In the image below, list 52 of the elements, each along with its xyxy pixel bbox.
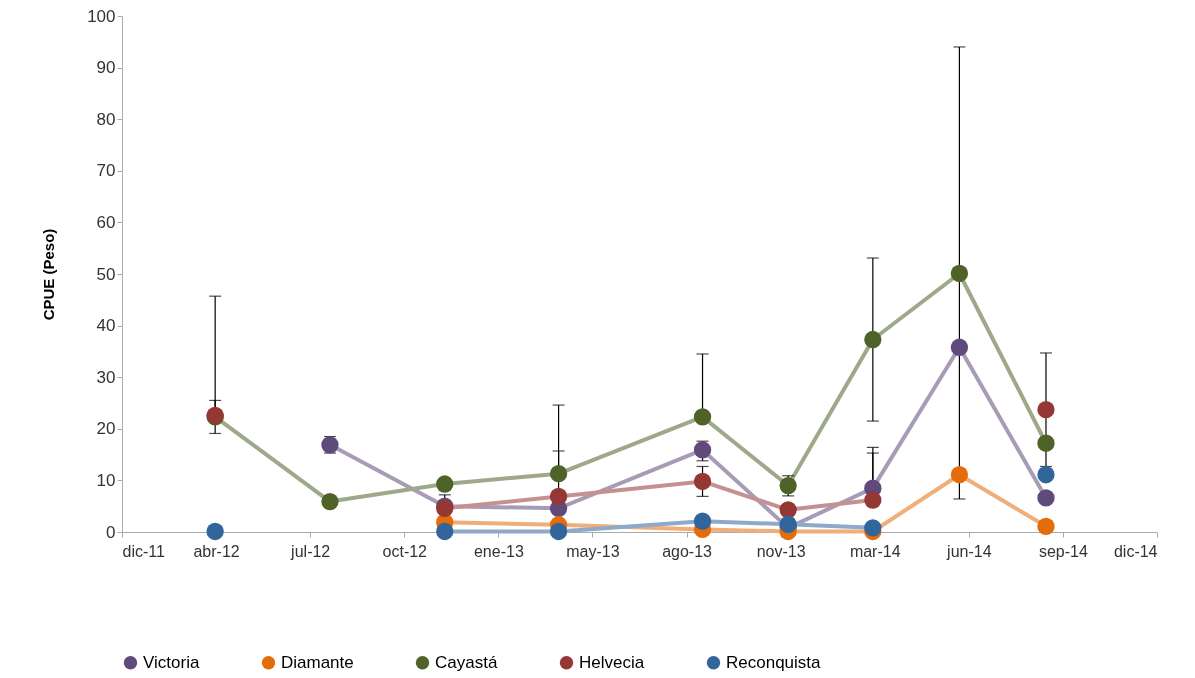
- point: [779, 501, 797, 519]
- y-tick-label: 40: [96, 316, 116, 336]
- x-tick-label: mar-14: [849, 542, 901, 560]
- point: [950, 264, 969, 283]
- y-axis-title: CPUE (Peso): [40, 228, 58, 321]
- point: [549, 465, 568, 483]
- y-tick-label: 70: [96, 161, 116, 181]
- point: [1037, 434, 1055, 452]
- point: [1037, 489, 1055, 507]
- legend-label: Helvecia: [579, 652, 645, 672]
- y-tick-label: 90: [96, 58, 116, 78]
- y-tick-label: 20: [96, 419, 116, 439]
- point: [693, 472, 712, 491]
- point: [693, 408, 712, 426]
- legend-label: Cayastá: [435, 652, 498, 672]
- x-tick-label: dic-14: [1113, 542, 1158, 560]
- legend-label: Diamante: [281, 652, 354, 672]
- x-tick-label: sep-14: [1038, 542, 1088, 560]
- x-tick-label: nov-13: [756, 542, 806, 560]
- point: [206, 522, 224, 541]
- point: [1037, 466, 1055, 484]
- legend-label: Victoria: [143, 652, 200, 672]
- y-tick-label: 50: [96, 264, 116, 284]
- point: [779, 515, 797, 533]
- legend-label: Reconquista: [726, 652, 822, 672]
- y-tick-label: 0: [106, 522, 116, 542]
- x-tick-label: dic-11: [122, 542, 165, 560]
- x-tick-label: ago-13: [662, 542, 713, 560]
- point: [321, 492, 339, 511]
- point: [1037, 401, 1055, 419]
- y-tick-label: 100: [87, 6, 116, 26]
- point: [549, 522, 568, 541]
- x-tick-label: abr-12: [193, 542, 240, 560]
- point: [693, 512, 712, 530]
- x-tick-label: ene-13: [473, 542, 524, 560]
- point: [950, 466, 969, 484]
- point: [950, 338, 969, 356]
- point: [864, 519, 882, 537]
- y-tick-label: 30: [96, 367, 116, 387]
- y-tick-label: 80: [96, 109, 116, 129]
- point: [549, 487, 568, 506]
- point: [436, 522, 454, 541]
- y-tick-label: 10: [96, 470, 116, 490]
- x-tick-label: jun-14: [946, 542, 992, 560]
- x-tick-label: oct-12: [382, 542, 428, 560]
- y-tick-label: 60: [96, 212, 116, 232]
- x-tick-label: may-13: [566, 542, 620, 560]
- point: [864, 330, 882, 349]
- point: [864, 491, 882, 509]
- x-tick-label: jul-12: [290, 542, 331, 560]
- point: [436, 475, 454, 493]
- point: [1037, 517, 1055, 535]
